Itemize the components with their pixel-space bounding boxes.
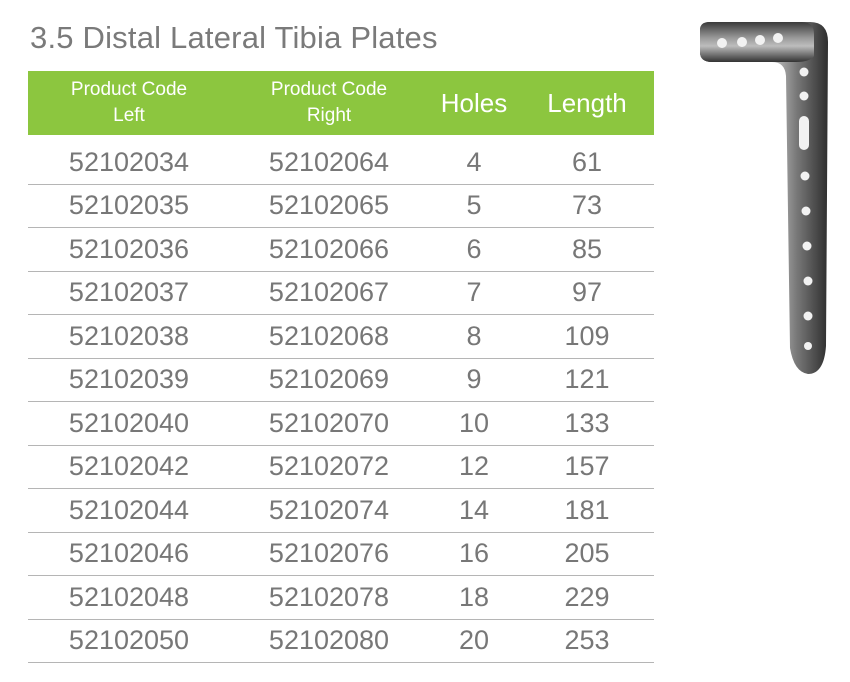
cell-holes: 18 bbox=[458, 581, 490, 612]
cell-product-code-right: 52102064 bbox=[268, 146, 390, 177]
cell-holes: 8 bbox=[466, 320, 482, 351]
table-row: 52102048 52102078 18 229 bbox=[28, 576, 654, 620]
tibia-plate-image bbox=[700, 22, 828, 374]
table-row: 52102038 52102068 8 109 bbox=[28, 315, 654, 359]
table-row: 52102046 52102076 16 205 bbox=[28, 533, 654, 576]
cell-product-code-left: 52102040 bbox=[68, 407, 190, 438]
header-product-code-right-line2: Right bbox=[306, 105, 352, 126]
cell-length: 61 bbox=[571, 146, 603, 177]
cell-product-code-left: 52102036 bbox=[68, 233, 190, 264]
cell-length: 205 bbox=[564, 538, 610, 569]
page-title: 3.5 Distal Lateral Tibia Plates bbox=[30, 20, 438, 55]
cell-product-code-right: 52102068 bbox=[268, 320, 390, 351]
cell-product-code-right: 52102072 bbox=[268, 451, 390, 482]
table-header: Product Code Left Product Code Right Hol… bbox=[28, 71, 654, 135]
table-row: 52102037 52102067 7 97 bbox=[28, 272, 654, 315]
cell-length: 157 bbox=[564, 451, 610, 482]
cell-product-code-right: 52102065 bbox=[268, 190, 390, 221]
cell-product-code-left: 52102038 bbox=[68, 320, 190, 351]
cell-product-code-right: 52102074 bbox=[268, 494, 390, 525]
cell-holes: 16 bbox=[458, 538, 490, 569]
header-product-code-left-line1: Product Code bbox=[70, 79, 188, 100]
cell-product-code-left: 52102046 bbox=[68, 538, 190, 569]
cell-product-code-left: 52102037 bbox=[68, 277, 190, 308]
table-row: 52102044 52102074 14 181 bbox=[28, 489, 654, 533]
cell-length: 181 bbox=[564, 494, 610, 525]
cell-product-code-right: 52102078 bbox=[268, 581, 390, 612]
cell-holes: 10 bbox=[458, 407, 490, 438]
cell-length: 109 bbox=[564, 320, 610, 351]
cell-holes: 7 bbox=[466, 277, 482, 308]
cell-holes: 14 bbox=[458, 494, 490, 525]
table-row: 52102039 52102069 9 121 bbox=[28, 359, 654, 402]
cell-length: 229 bbox=[564, 581, 610, 612]
cell-holes: 20 bbox=[458, 625, 490, 656]
cell-holes: 4 bbox=[466, 146, 482, 177]
cell-product-code-left: 52102034 bbox=[68, 146, 190, 177]
cell-length: 85 bbox=[571, 233, 603, 264]
cell-product-code-right: 52102066 bbox=[268, 233, 390, 264]
cell-length: 121 bbox=[564, 364, 610, 395]
cell-product-code-right: 52102076 bbox=[268, 538, 390, 569]
cell-holes: 9 bbox=[466, 364, 482, 395]
cell-product-code-left: 52102048 bbox=[68, 581, 190, 612]
cell-product-code-left: 52102039 bbox=[68, 364, 190, 395]
header-product-code-left-line2: Left bbox=[113, 105, 145, 126]
table-body: 52102034 52102064 4 61 52102035 52102065 5 73 52… bbox=[28, 141, 654, 663]
cell-length: 73 bbox=[571, 190, 603, 221]
cell-holes: 5 bbox=[466, 190, 482, 221]
cell-length: 97 bbox=[571, 277, 603, 308]
header-product-code-left: Product Code Left bbox=[28, 77, 230, 129]
table-row: 52102034 52102064 4 61 bbox=[28, 141, 654, 185]
cell-product-code-left: 52102042 bbox=[68, 451, 190, 482]
cell-product-code-left: 52102050 bbox=[68, 625, 190, 656]
cell-length: 253 bbox=[564, 625, 610, 656]
cell-product-code-left: 52102044 bbox=[68, 494, 190, 525]
header-product-code-right-line1: Product Code bbox=[270, 79, 388, 100]
cell-holes: 6 bbox=[466, 233, 482, 264]
cell-product-code-left: 52102035 bbox=[68, 190, 190, 221]
header-holes: Holes bbox=[440, 88, 508, 118]
header-product-code-right: Product Code Right bbox=[230, 77, 428, 129]
table-row: 52102036 52102066 6 85 bbox=[28, 228, 654, 272]
product-table: Product Code Left Product Code Right Hol… bbox=[28, 71, 654, 663]
cell-product-code-right: 52102069 bbox=[268, 364, 390, 395]
cell-product-code-right: 52102067 bbox=[268, 277, 390, 308]
cell-product-code-right: 52102070 bbox=[268, 407, 390, 438]
table-row: 52102050 52102080 20 253 bbox=[28, 620, 654, 663]
cell-product-code-right: 52102080 bbox=[268, 625, 390, 656]
header-length: Length bbox=[547, 88, 627, 118]
table-row: 52102040 52102070 10 133 bbox=[28, 402, 654, 446]
table-row: 52102042 52102072 12 157 bbox=[28, 446, 654, 489]
table-row: 52102035 52102065 5 73 bbox=[28, 185, 654, 228]
cell-holes: 12 bbox=[458, 451, 490, 482]
cell-length: 133 bbox=[564, 407, 610, 438]
